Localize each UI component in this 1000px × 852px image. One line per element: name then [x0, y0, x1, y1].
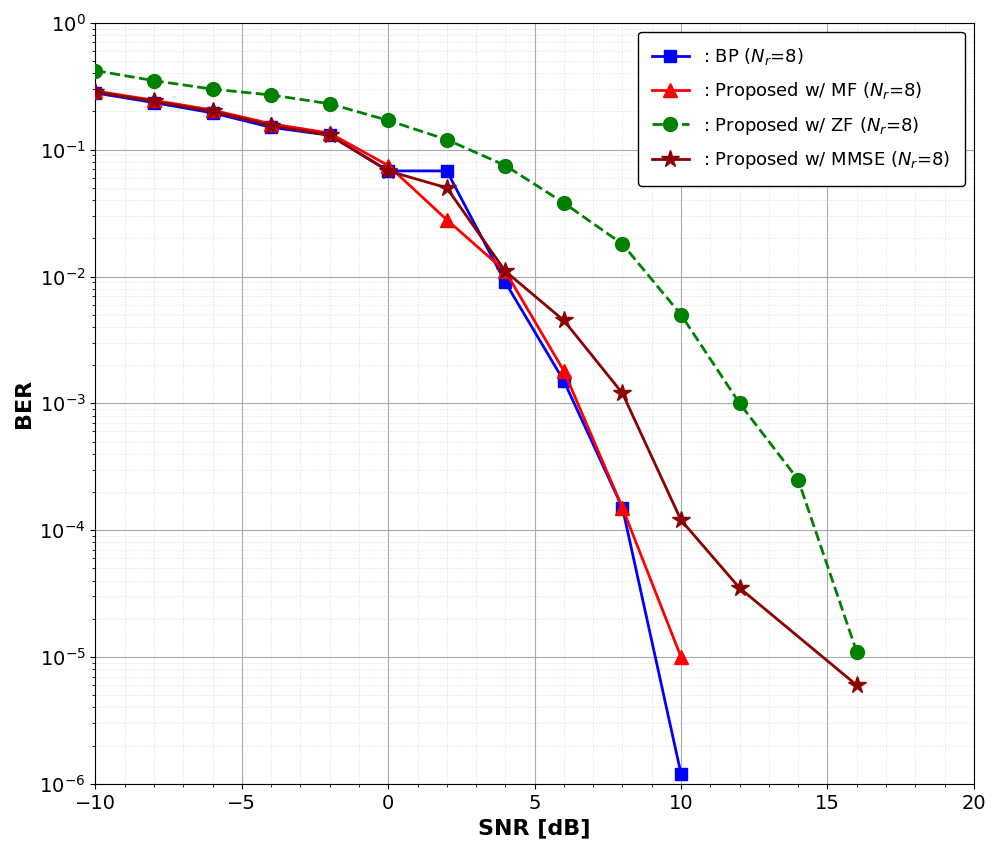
: Proposed w/ MF ($N_r$=8): (4, 0.011): Proposed w/ MF ($N_r$=8): (4, 0.011)	[499, 266, 511, 276]
: Proposed w/ MF ($N_r$=8): (-2, 0.135): Proposed w/ MF ($N_r$=8): (-2, 0.135)	[324, 128, 336, 138]
: Proposed w/ MF ($N_r$=8): (-4, 0.16): Proposed w/ MF ($N_r$=8): (-4, 0.16)	[265, 118, 277, 129]
: Proposed w/ ZF ($N_r$=8): (4, 0.075): Proposed w/ ZF ($N_r$=8): (4, 0.075)	[499, 160, 511, 170]
: Proposed w/ MMSE ($N_r$=8): (10, 0.00012): Proposed w/ MMSE ($N_r$=8): (10, 0.00012…	[675, 515, 687, 525]
: Proposed w/ MMSE ($N_r$=8): (-8, 0.24): Proposed w/ MMSE ($N_r$=8): (-8, 0.24)	[148, 96, 160, 106]
: BP ($N_r$=8): (4, 0.009): BP ($N_r$=8): (4, 0.009)	[499, 277, 511, 287]
: BP ($N_r$=8): (-4, 0.15): BP ($N_r$=8): (-4, 0.15)	[265, 122, 277, 132]
: Proposed w/ ZF ($N_r$=8): (14, 0.00025): Proposed w/ ZF ($N_r$=8): (14, 0.00025)	[792, 475, 804, 485]
Y-axis label: BER: BER	[14, 379, 34, 428]
: Proposed w/ ZF ($N_r$=8): (-4, 0.27): Proposed w/ ZF ($N_r$=8): (-4, 0.27)	[265, 89, 277, 100]
: Proposed w/ MF ($N_r$=8): (6, 0.0018): Proposed w/ MF ($N_r$=8): (6, 0.0018)	[558, 366, 570, 376]
: BP ($N_r$=8): (-2, 0.13): BP ($N_r$=8): (-2, 0.13)	[324, 130, 336, 141]
: Proposed w/ MF ($N_r$=8): (2, 0.028): Proposed w/ MF ($N_r$=8): (2, 0.028)	[441, 215, 453, 225]
: Proposed w/ MF ($N_r$=8): (-8, 0.245): Proposed w/ MF ($N_r$=8): (-8, 0.245)	[148, 95, 160, 106]
: Proposed w/ MMSE ($N_r$=8): (2, 0.05): Proposed w/ MMSE ($N_r$=8): (2, 0.05)	[441, 182, 453, 193]
Line: : BP ($N_r$=8): : BP ($N_r$=8)	[89, 87, 687, 780]
: Proposed w/ ZF ($N_r$=8): (-8, 0.35): Proposed w/ ZF ($N_r$=8): (-8, 0.35)	[148, 76, 160, 86]
: BP ($N_r$=8): (0, 0.068): BP ($N_r$=8): (0, 0.068)	[382, 166, 394, 176]
: Proposed w/ ZF ($N_r$=8): (0, 0.17): Proposed w/ ZF ($N_r$=8): (0, 0.17)	[382, 115, 394, 125]
: Proposed w/ MF ($N_r$=8): (0, 0.075): Proposed w/ MF ($N_r$=8): (0, 0.075)	[382, 160, 394, 170]
Line: : Proposed w/ ZF ($N_r$=8): : Proposed w/ ZF ($N_r$=8)	[88, 64, 864, 659]
: BP ($N_r$=8): (10, 1.2e-06): BP ($N_r$=8): (10, 1.2e-06)	[675, 769, 687, 779]
Legend: : BP ($N_r$=8), : Proposed w/ MF ($N_r$=8), : Proposed w/ ZF ($N_r$=8), : Propos: : BP ($N_r$=8), : Proposed w/ MF ($N_r$=…	[638, 32, 965, 186]
: Proposed w/ MMSE ($N_r$=8): (-6, 0.2): Proposed w/ MMSE ($N_r$=8): (-6, 0.2)	[207, 106, 219, 117]
: Proposed w/ ZF ($N_r$=8): (10, 0.005): Proposed w/ ZF ($N_r$=8): (10, 0.005)	[675, 309, 687, 320]
: Proposed w/ ZF ($N_r$=8): (12, 0.001): Proposed w/ ZF ($N_r$=8): (12, 0.001)	[734, 398, 746, 408]
: Proposed w/ MMSE ($N_r$=8): (6, 0.0045): Proposed w/ MMSE ($N_r$=8): (6, 0.0045)	[558, 315, 570, 325]
: Proposed w/ MMSE ($N_r$=8): (16, 6e-06): Proposed w/ MMSE ($N_r$=8): (16, 6e-06)	[851, 680, 863, 690]
: Proposed w/ MF ($N_r$=8): (8, 0.00015): Proposed w/ MF ($N_r$=8): (8, 0.00015)	[616, 503, 628, 513]
: Proposed w/ MF ($N_r$=8): (-10, 0.29): Proposed w/ MF ($N_r$=8): (-10, 0.29)	[89, 86, 101, 96]
: Proposed w/ MMSE ($N_r$=8): (12, 3.5e-05): Proposed w/ MMSE ($N_r$=8): (12, 3.5e-05…	[734, 583, 746, 593]
Line: : Proposed w/ MMSE ($N_r$=8): : Proposed w/ MMSE ($N_r$=8)	[86, 83, 866, 694]
: BP ($N_r$=8): (8, 0.00015): BP ($N_r$=8): (8, 0.00015)	[616, 503, 628, 513]
: Proposed w/ MMSE ($N_r$=8): (0, 0.068): Proposed w/ MMSE ($N_r$=8): (0, 0.068)	[382, 166, 394, 176]
: Proposed w/ ZF ($N_r$=8): (6, 0.038): Proposed w/ ZF ($N_r$=8): (6, 0.038)	[558, 198, 570, 208]
: Proposed w/ ZF ($N_r$=8): (2, 0.12): Proposed w/ ZF ($N_r$=8): (2, 0.12)	[441, 135, 453, 145]
: Proposed w/ MF ($N_r$=8): (10, 1e-05): Proposed w/ MF ($N_r$=8): (10, 1e-05)	[675, 652, 687, 662]
: Proposed w/ MMSE ($N_r$=8): (-4, 0.155): Proposed w/ MMSE ($N_r$=8): (-4, 0.155)	[265, 120, 277, 130]
: Proposed w/ ZF ($N_r$=8): (-2, 0.23): Proposed w/ ZF ($N_r$=8): (-2, 0.23)	[324, 99, 336, 109]
: BP ($N_r$=8): (-6, 0.195): BP ($N_r$=8): (-6, 0.195)	[207, 107, 219, 118]
: BP ($N_r$=8): (6, 0.0015): BP ($N_r$=8): (6, 0.0015)	[558, 376, 570, 386]
: Proposed w/ MMSE ($N_r$=8): (4, 0.011): Proposed w/ MMSE ($N_r$=8): (4, 0.011)	[499, 266, 511, 276]
: BP ($N_r$=8): (-10, 0.28): BP ($N_r$=8): (-10, 0.28)	[89, 88, 101, 98]
: Proposed w/ MMSE ($N_r$=8): (8, 0.0012): Proposed w/ MMSE ($N_r$=8): (8, 0.0012)	[616, 389, 628, 399]
: BP ($N_r$=8): (2, 0.068): BP ($N_r$=8): (2, 0.068)	[441, 166, 453, 176]
: Proposed w/ ZF ($N_r$=8): (-6, 0.3): Proposed w/ ZF ($N_r$=8): (-6, 0.3)	[207, 84, 219, 95]
: BP ($N_r$=8): (-8, 0.235): BP ($N_r$=8): (-8, 0.235)	[148, 97, 160, 107]
Line: : Proposed w/ MF ($N_r$=8): : Proposed w/ MF ($N_r$=8)	[88, 84, 688, 664]
: Proposed w/ ZF ($N_r$=8): (16, 1.1e-05): Proposed w/ ZF ($N_r$=8): (16, 1.1e-05)	[851, 647, 863, 657]
: Proposed w/ MF ($N_r$=8): (-6, 0.205): Proposed w/ MF ($N_r$=8): (-6, 0.205)	[207, 105, 219, 115]
: Proposed w/ MMSE ($N_r$=8): (-2, 0.13): Proposed w/ MMSE ($N_r$=8): (-2, 0.13)	[324, 130, 336, 141]
: Proposed w/ MMSE ($N_r$=8): (-10, 0.285): Proposed w/ MMSE ($N_r$=8): (-10, 0.285)	[89, 87, 101, 97]
X-axis label: SNR [dB]: SNR [dB]	[478, 818, 591, 838]
: Proposed w/ ZF ($N_r$=8): (-10, 0.42): Proposed w/ ZF ($N_r$=8): (-10, 0.42)	[89, 66, 101, 76]
: Proposed w/ ZF ($N_r$=8): (8, 0.018): Proposed w/ ZF ($N_r$=8): (8, 0.018)	[616, 239, 628, 250]
